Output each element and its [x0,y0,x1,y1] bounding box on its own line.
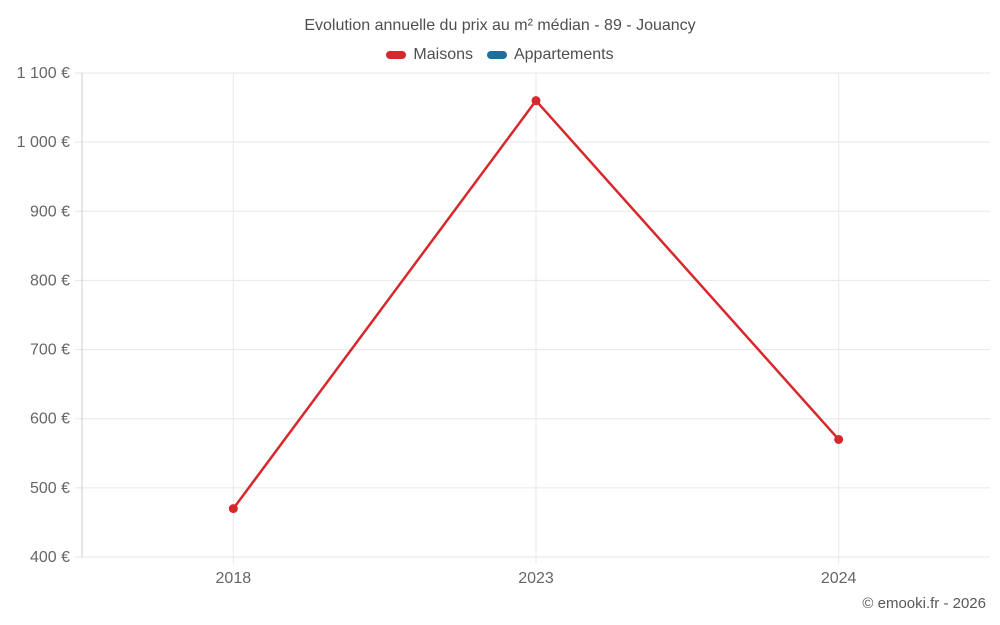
y-tick-label: 600 € [30,411,70,428]
y-tick-label: 400 € [30,549,70,566]
y-tick-label: 1 000 € [17,134,70,151]
data-point-maisons [228,504,238,514]
data-point-maisons [834,434,844,444]
legend-item-maisons[interactable]: Maisons [386,46,473,64]
legend-label-appartements: Appartements [513,46,614,63]
y-tick-label: 800 € [30,272,70,289]
maisons-series-swatch-icon [386,51,407,59]
chart-title: Evolution annuelle du prix au m² médian … [304,17,696,34]
data-point-maisons [531,96,541,106]
x-tick-label: 2024 [821,570,857,587]
y-tick-label: 500 € [30,480,70,497]
legend-label-maisons: Maisons [413,46,473,63]
x-tick-label: 2023 [518,570,554,587]
y-tick-label: 1 100 € [17,65,70,82]
chart-legend: Maisons Appartements [0,46,1000,64]
y-tick-label: 700 € [30,342,70,359]
y-tick-label: 900 € [30,203,70,220]
appartements-series-swatch-icon [486,51,507,59]
copyright-text: © emooki.fr - 2026 [862,595,986,612]
x-tick-label: 2018 [216,570,252,587]
legend-item-appartements[interactable]: Appartements [486,46,614,64]
